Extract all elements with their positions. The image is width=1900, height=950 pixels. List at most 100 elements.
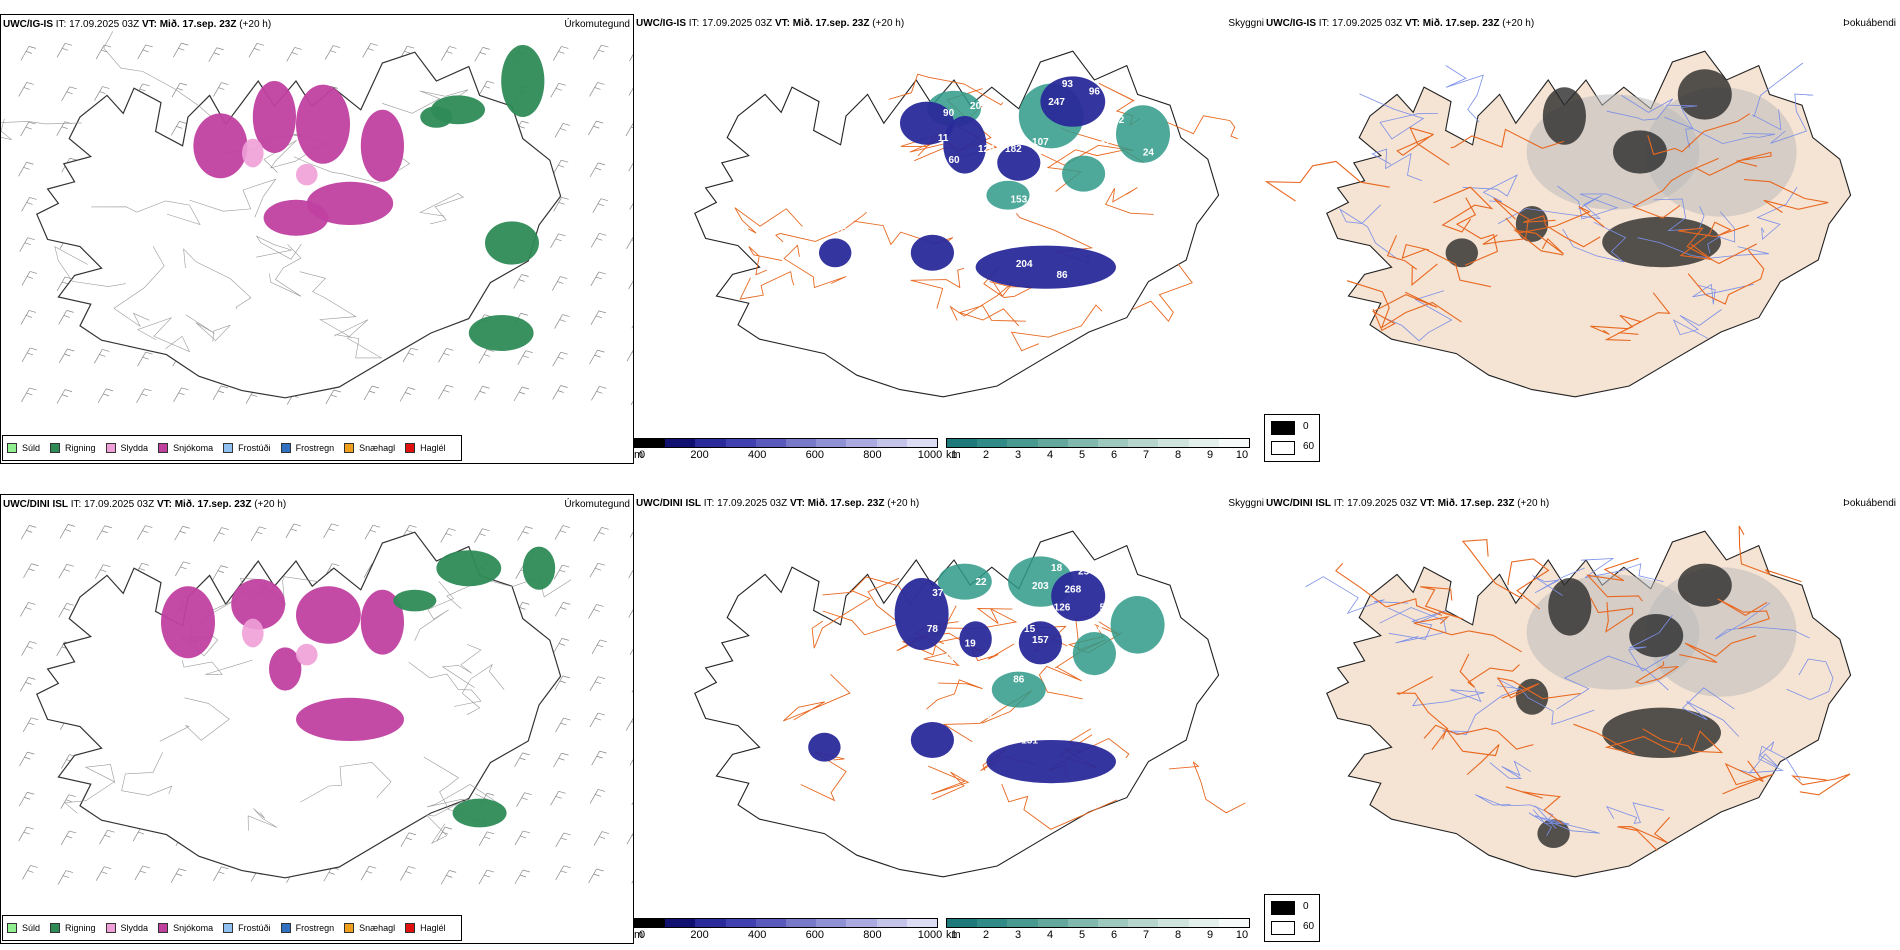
- wind-barb: [554, 675, 570, 691]
- field-blob: [1018, 621, 1062, 665]
- wind-barb: [589, 82, 605, 97]
- visibility-value: 11: [938, 133, 949, 144]
- visibility-value: 74: [943, 653, 955, 664]
- legend-label: Slydda: [120, 923, 149, 933]
- network-line: [748, 246, 783, 276]
- ptype-map: [18, 523, 633, 885]
- wind-barb: [212, 385, 229, 401]
- network-line: [1462, 174, 1518, 202]
- wind-barb: [20, 46, 37, 61]
- visibility-value: 86: [1013, 674, 1025, 685]
- wind-barb: [550, 790, 566, 806]
- network-line: [1461, 539, 1523, 600]
- fog-legend: 0 60: [1264, 894, 1320, 942]
- scale-tick: 400: [748, 449, 767, 461]
- legend-item: Súld: [7, 923, 40, 933]
- field-blob: [975, 245, 1116, 289]
- wind-barb: [591, 385, 607, 401]
- network-line: [446, 576, 572, 609]
- field-blob: [306, 181, 394, 225]
- wind-barb: [174, 525, 190, 541]
- field-blob: [1602, 707, 1721, 758]
- color-scale-bar: [946, 918, 1250, 928]
- wind-barb: [629, 759, 633, 766]
- wind-barb: [400, 866, 416, 881]
- legend-label: Súld: [22, 923, 41, 933]
- legend-swatch: [50, 443, 61, 453]
- wind-barb: [628, 87, 633, 96]
- wind-barb: [136, 388, 152, 404]
- wind-barb: [517, 526, 533, 541]
- legend-item: Haglél: [405, 443, 446, 453]
- wind-barb: [513, 386, 530, 402]
- network-line: [1166, 115, 1238, 140]
- legend-swatch: [405, 923, 416, 933]
- wind-barb: [553, 46, 569, 61]
- network-line: [1412, 688, 1485, 707]
- field-blob: [360, 109, 404, 182]
- scale-tick: 800: [863, 929, 882, 941]
- wind-barb: [213, 527, 229, 542]
- wind-barb: [170, 121, 187, 136]
- scale-tick: 3: [1014, 929, 1022, 941]
- field-blob: [1062, 155, 1106, 192]
- network-line: [1562, 221, 1627, 263]
- legend-label: Rigning: [65, 443, 96, 453]
- wind-barb: [550, 233, 566, 249]
- field-blob: [1602, 216, 1721, 268]
- network-line: [1475, 794, 1557, 829]
- fog-swatch: [1271, 421, 1295, 435]
- field-blob: [296, 697, 404, 741]
- ptype-legend: Súld Rigning Slydda Snjókoma Frostúði Frostre…: [2, 915, 462, 941]
- scale-tick: 9: [1206, 449, 1214, 461]
- wind-barb: [213, 866, 229, 881]
- network-line: [1586, 557, 1643, 602]
- visibility-value: 203: [1032, 581, 1049, 592]
- visibility-value: 83: [981, 710, 993, 721]
- field-blob: [452, 798, 507, 828]
- visibility-label: Skyggni: [1228, 18, 1264, 29]
- wind-barb: [593, 831, 610, 846]
- cloudbase-map: 93 96 247 90 20 11 125 102 37 60 124 182 107 99 24 153 1…: [694, 50, 1238, 398]
- network-line: [811, 589, 871, 649]
- legend-label: Frostregn: [295, 443, 335, 453]
- network-line: [1372, 291, 1438, 332]
- wind-barb: [61, 86, 77, 101]
- wind-barb: [213, 82, 229, 97]
- field-blob: [1515, 678, 1549, 715]
- wind-barb: [286, 47, 302, 62]
- wind-barb: [20, 677, 36, 692]
- fog-swatch-label: 0: [1303, 421, 1309, 432]
- scale-tick: 0: [638, 929, 646, 941]
- network-line: [928, 765, 970, 801]
- visibility-value: 82: [1056, 721, 1068, 732]
- wind-barb: [400, 832, 416, 847]
- wind-barb: [22, 865, 38, 880]
- wind-barb: [362, 43, 378, 58]
- wind-barb: [629, 531, 633, 538]
- wind-barb: [58, 564, 74, 579]
- wind-barb: [555, 717, 571, 733]
- field-blob: [894, 578, 949, 650]
- wind-barb: [441, 46, 457, 61]
- field-blob: [1629, 614, 1684, 658]
- network-line: [853, 220, 954, 246]
- network-line: [1413, 616, 1522, 653]
- wind-barb: [478, 80, 495, 96]
- wind-barb: [474, 47, 490, 62]
- legend-label: Frostúði: [238, 443, 271, 453]
- legend-swatch: [344, 443, 355, 453]
- network-line: [293, 156, 411, 184]
- wind-barb: [593, 526, 609, 542]
- field-blob: [296, 84, 350, 164]
- visibility-value: 116: [1000, 714, 1017, 725]
- wind-barb: [364, 524, 381, 540]
- wind-barb: [590, 271, 606, 287]
- network-line: [1606, 95, 1674, 121]
- visibility-value: 102: [1108, 115, 1125, 126]
- visibility-value: 54: [1100, 602, 1112, 613]
- network-line: [775, 211, 867, 243]
- field-blob: [296, 643, 318, 666]
- network-line: [1496, 685, 1595, 725]
- wind-barb: [94, 86, 110, 101]
